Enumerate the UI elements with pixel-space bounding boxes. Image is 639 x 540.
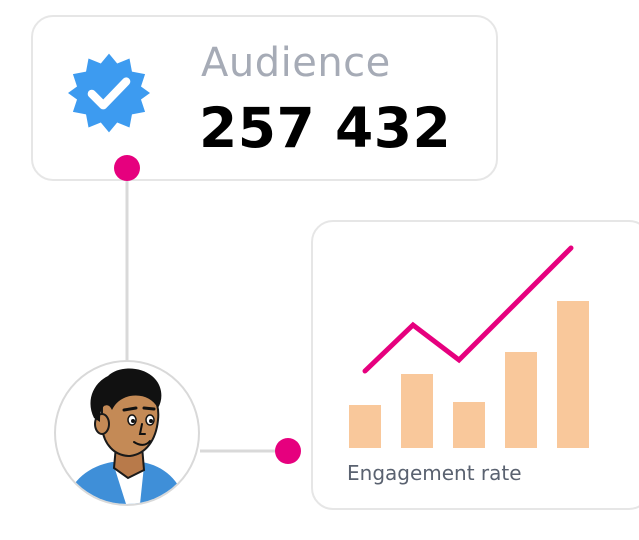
user-avatar <box>54 360 200 506</box>
verified-badge-icon <box>68 53 150 133</box>
engagement-card: Engagement rate <box>311 220 639 510</box>
chart-bar <box>505 352 537 448</box>
engagement-connector-dot <box>275 438 301 464</box>
audience-card: Audience 257 432 <box>31 15 498 181</box>
user-avatar-icon <box>66 368 186 504</box>
chart-bar <box>401 374 433 448</box>
chart-bar <box>453 402 485 448</box>
engagement-rate-label: Engagement rate <box>347 461 522 485</box>
audience-value: 257 432 <box>199 96 452 160</box>
audience-connector-dot <box>114 155 140 181</box>
audience-label: Audience <box>201 40 391 86</box>
chart-trend-line <box>362 245 574 374</box>
chart-bar <box>557 301 589 448</box>
chart-bar <box>349 405 381 448</box>
engagement-chart <box>349 245 589 448</box>
